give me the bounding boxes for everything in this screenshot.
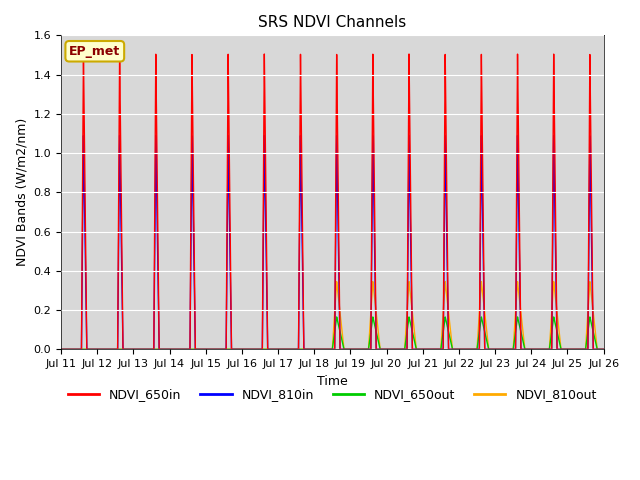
NDVI_650out (188, 347, 195, 352)
Text: EP_met: EP_met (69, 45, 120, 58)
NDVI_650in (188, 113, 195, 119)
NDVI_810out (460, 347, 468, 352)
NDVI_650out (265, 347, 273, 352)
NDVI_810out (351, 347, 359, 352)
NDVI_810in (188, 178, 195, 183)
NDVI_810in (94, 347, 102, 352)
NDVI_810out (265, 347, 273, 352)
Line: NDVI_810in: NDVI_810in (61, 135, 604, 349)
NDVI_650in (384, 347, 392, 352)
NDVI_650out (384, 347, 392, 352)
NDVI_650in (600, 347, 607, 352)
Y-axis label: NDVI Bands (W/m2/nm): NDVI Bands (W/m2/nm) (15, 118, 28, 266)
NDVI_650out (351, 347, 359, 352)
X-axis label: Time: Time (317, 374, 348, 388)
NDVI_650out (94, 347, 102, 352)
NDVI_810in (57, 347, 65, 352)
Line: NDVI_650in: NDVI_650in (61, 54, 604, 349)
NDVI_650out (600, 347, 607, 352)
NDVI_810in (351, 347, 359, 352)
NDVI_650in (57, 347, 65, 352)
NDVI_810in (260, 132, 268, 138)
NDVI_810out (384, 347, 392, 352)
NDVI_810out (57, 347, 65, 352)
NDVI_650out (405, 314, 413, 320)
NDVI_810in (265, 347, 273, 352)
NDVI_650in (460, 347, 468, 352)
Line: NDVI_650out: NDVI_650out (61, 317, 604, 349)
Title: SRS NDVI Channels: SRS NDVI Channels (258, 15, 406, 30)
NDVI_810out (188, 347, 195, 352)
NDVI_810in (460, 347, 468, 352)
NDVI_650in (265, 347, 273, 352)
NDVI_810in (600, 347, 607, 352)
NDVI_810out (94, 347, 102, 352)
NDVI_650out (460, 347, 468, 352)
NDVI_810in (384, 347, 392, 352)
Legend: NDVI_650in, NDVI_810in, NDVI_650out, NDVI_810out: NDVI_650in, NDVI_810in, NDVI_650out, NDV… (63, 383, 602, 406)
NDVI_650in (94, 347, 102, 352)
NDVI_810out (405, 279, 413, 285)
NDVI_810out (600, 347, 607, 352)
NDVI_650in (260, 51, 268, 57)
Line: NDVI_810out: NDVI_810out (61, 282, 604, 349)
NDVI_650in (351, 347, 359, 352)
NDVI_650out (57, 347, 65, 352)
